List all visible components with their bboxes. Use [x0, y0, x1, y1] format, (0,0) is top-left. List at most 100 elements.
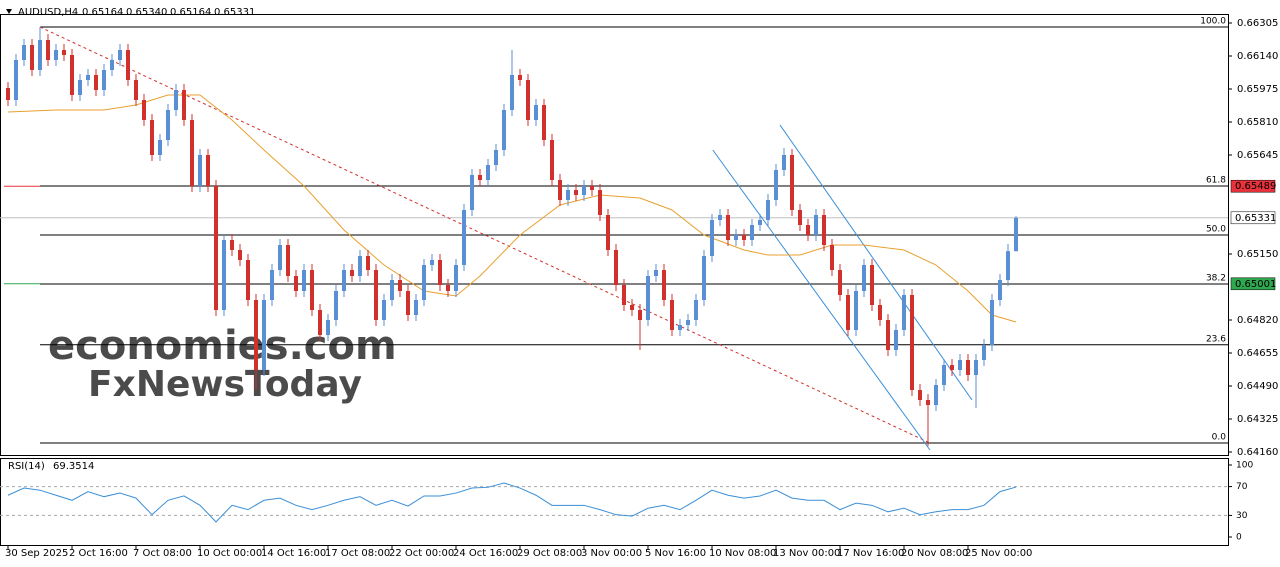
symbol: AUDUSD,H4: [18, 7, 78, 18]
main-panel: [0, 14, 1229, 456]
candle-body: [902, 295, 906, 330]
y-tick-label: 0.66140: [1237, 51, 1278, 62]
candle-body: [254, 300, 258, 370]
candle-body: [550, 140, 554, 180]
candle-body: [6, 88, 10, 100]
candle-body: [790, 155, 794, 210]
candle-body: [830, 245, 834, 270]
candle-body: [246, 260, 250, 300]
candle-body: [990, 300, 994, 345]
candle-body: [622, 285, 626, 305]
candle-body: [886, 320, 890, 350]
rsi-title: RSI(14): [8, 461, 45, 472]
candle-body: [982, 345, 986, 360]
rsi-last: 69.3514: [53, 461, 94, 472]
candle-body: [1006, 251, 1010, 280]
candle-body: [582, 186, 586, 195]
y-tick-label: 0.64325: [1237, 414, 1278, 425]
candle-body: [286, 245, 290, 276]
x-tick-label: 2 Oct 16:00: [69, 548, 128, 559]
candle-body: [758, 220, 762, 225]
candle-body: [134, 80, 138, 100]
price-tag: [1230, 179, 1276, 193]
candle-body: [350, 270, 354, 276]
trendline: [712, 149, 931, 451]
y-tick-label: 0.65810: [1237, 117, 1278, 128]
x-tick-label: 3 Nov 00:00: [581, 548, 642, 559]
candle-body: [358, 256, 362, 276]
candle-body: [206, 155, 210, 186]
y-tick-label: 0.64160: [1237, 447, 1278, 458]
price-tag: [1230, 211, 1276, 225]
y-tick-label: 0.65645: [1237, 150, 1278, 161]
watermark-text: FxNewsToday: [88, 364, 362, 405]
trendline: [779, 124, 973, 401]
candle-body: [78, 80, 82, 95]
candle-body: [934, 385, 938, 405]
candle-body: [182, 90, 186, 120]
candle-body: [150, 120, 154, 155]
candle-body: [198, 155, 202, 186]
header-value: 0.65340: [126, 7, 167, 18]
candle-body: [310, 270, 314, 310]
y-tick-label: 0.64490: [1237, 381, 1278, 392]
x-tick-label: 24 Oct 16:00: [453, 548, 518, 559]
candle-body: [742, 235, 746, 240]
candle-body: [614, 250, 618, 285]
candle-body: [342, 270, 346, 291]
header-value: 0.65164: [170, 7, 211, 18]
candle-body: [454, 265, 458, 291]
candle-body: [750, 225, 754, 240]
fibo-label: 23.6: [1206, 334, 1226, 344]
candle-body: [502, 110, 506, 150]
candle-body: [718, 215, 722, 220]
candle-body: [302, 270, 306, 291]
price-tag: [1230, 277, 1276, 291]
x-tick-label: 30 Sep 2025: [5, 548, 68, 559]
header-value: 0.65331: [214, 7, 255, 18]
candle-body: [230, 240, 234, 250]
candle-body: [70, 55, 74, 95]
candle-body: [574, 190, 578, 195]
candle-body: [566, 190, 570, 200]
candle-body: [814, 215, 818, 235]
y-tick-label: 0.64820: [1237, 315, 1278, 326]
fibo-label: 50.0: [1206, 225, 1226, 235]
candle-body: [262, 300, 266, 370]
candle-body: [630, 305, 634, 310]
candle-body: [846, 295, 850, 330]
y-tick-label: 0.65975: [1237, 84, 1278, 95]
candle-body: [870, 265, 874, 305]
candle-body: [878, 305, 882, 320]
candle-body: [110, 60, 114, 70]
candle-body: [366, 256, 370, 270]
candle-body: [446, 285, 450, 291]
candle-body: [398, 280, 402, 291]
candle-body: [1014, 217, 1018, 252]
candle-body: [142, 100, 146, 120]
candle-body: [798, 210, 802, 225]
candle-body: [534, 105, 538, 120]
candle-body: [654, 270, 658, 276]
trendline: [39, 26, 931, 444]
collapse-arrow[interactable]: [6, 9, 12, 14]
x-tick-label: 5 Nov 16:00: [645, 548, 706, 559]
candle-body: [102, 70, 106, 90]
candle-body: [966, 360, 970, 375]
candle-body: [38, 40, 42, 70]
candle-body: [278, 245, 282, 270]
candle-body: [478, 175, 482, 180]
candle-body: [958, 360, 962, 370]
fibo-label: 61.8: [1206, 176, 1226, 186]
candle-body: [926, 400, 930, 405]
candle-body: [14, 60, 18, 100]
x-tick-label: 10 Nov 08:00: [709, 548, 776, 559]
y-tick-label: 0.66305: [1237, 18, 1278, 29]
moving-average: [7, 94, 1017, 323]
candle-body: [54, 50, 58, 60]
candle-body: [710, 220, 714, 256]
rsi-panel: [0, 458, 1229, 546]
candle-body: [894, 330, 898, 350]
candle-body: [766, 200, 770, 220]
